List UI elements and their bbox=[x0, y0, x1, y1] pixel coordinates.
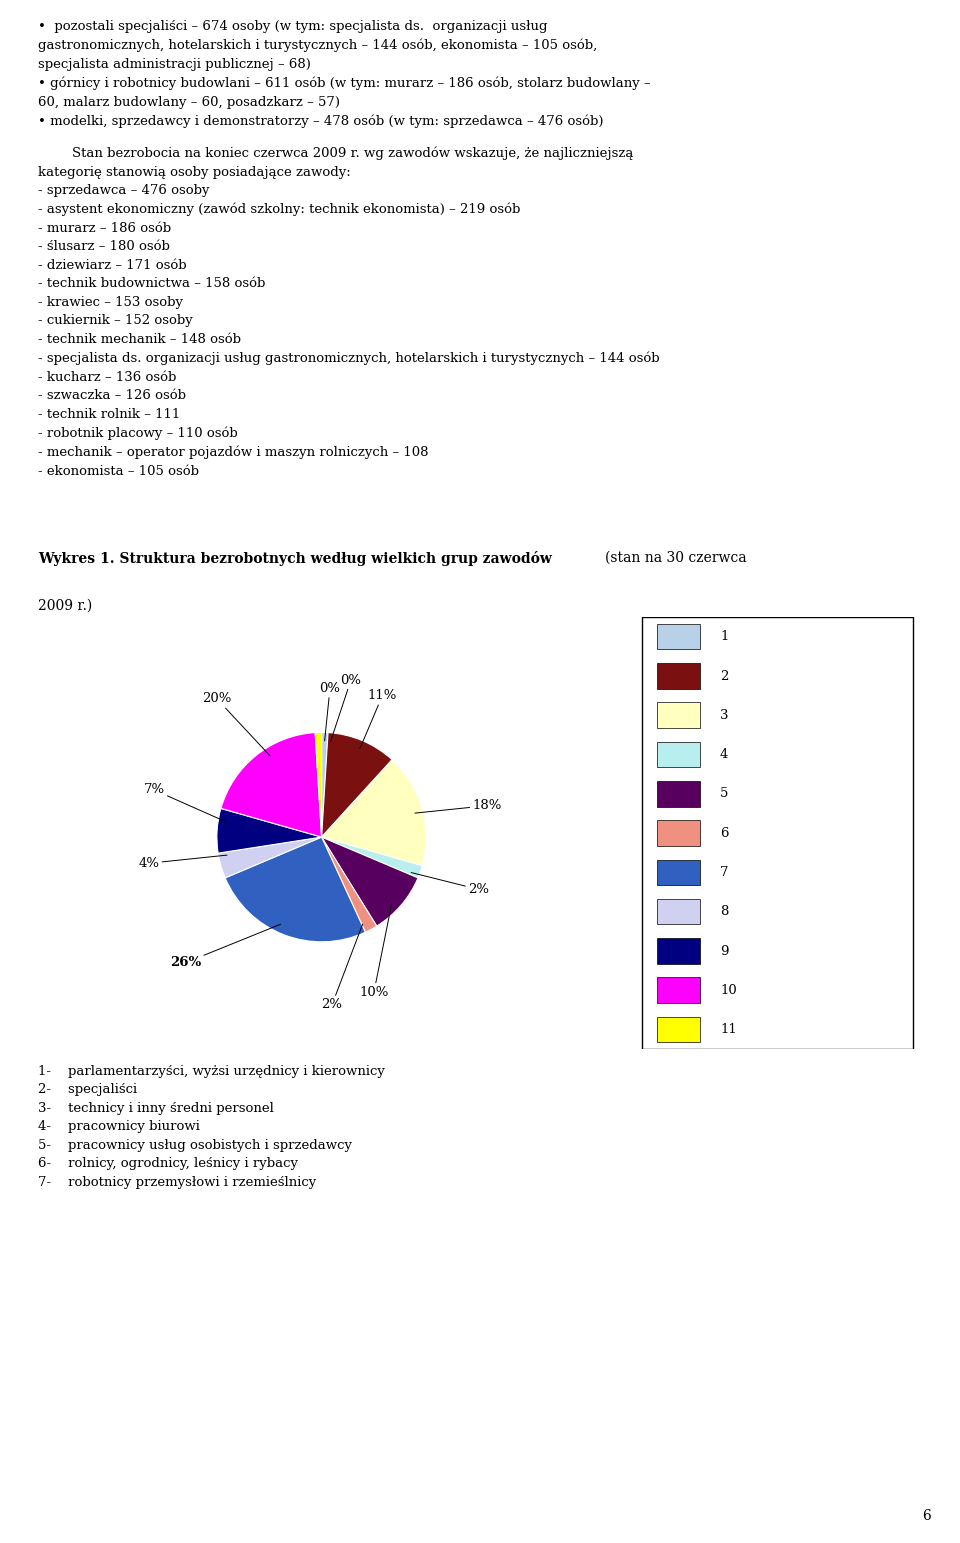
Text: 2%: 2% bbox=[411, 872, 490, 896]
Text: 18%: 18% bbox=[415, 799, 502, 813]
Text: 1-    parlamentarzyści, wyżsi urzędnicy i kierownicy
2-    specjaliści
3-    tec: 1- parlamentarzyści, wyżsi urzędnicy i k… bbox=[38, 1065, 385, 1188]
Text: 9: 9 bbox=[720, 944, 729, 958]
Text: 0%: 0% bbox=[320, 682, 341, 741]
Text: 6: 6 bbox=[720, 827, 729, 839]
Wedge shape bbox=[221, 733, 322, 836]
Text: Wykres 1. Struktura bezrobotnych według wielkich grup zawodów: Wykres 1. Struktura bezrobotnych według … bbox=[38, 551, 552, 566]
Wedge shape bbox=[322, 759, 426, 866]
Bar bbox=[657, 900, 700, 924]
Bar bbox=[657, 623, 700, 650]
Text: 10%: 10% bbox=[359, 903, 392, 998]
Wedge shape bbox=[218, 836, 322, 878]
Text: 0%: 0% bbox=[330, 674, 361, 741]
Text: 7: 7 bbox=[720, 866, 729, 880]
Text: 26%: 26% bbox=[170, 924, 280, 969]
Bar bbox=[657, 663, 700, 688]
Text: 8: 8 bbox=[720, 906, 729, 918]
Bar bbox=[657, 742, 700, 767]
Text: •  pozostali specjaliści – 674 osoby (w tym: specjalista ds.  organizacji usług
: • pozostali specjaliści – 674 osoby (w t… bbox=[38, 20, 651, 128]
Wedge shape bbox=[322, 836, 418, 926]
Bar bbox=[657, 781, 700, 807]
Bar bbox=[657, 702, 700, 728]
Text: 7%: 7% bbox=[143, 784, 227, 822]
Text: 2%: 2% bbox=[322, 924, 363, 1011]
Text: 11%: 11% bbox=[360, 690, 397, 748]
Text: 11: 11 bbox=[720, 1023, 736, 1035]
Text: 4: 4 bbox=[720, 748, 729, 761]
Bar bbox=[657, 977, 700, 1003]
Text: Stan bezrobocia na koniec czerwca 2009 r. wg zawodów wskazuje, że najliczniejszą: Stan bezrobocia na koniec czerwca 2009 r… bbox=[38, 147, 660, 478]
Wedge shape bbox=[322, 836, 376, 932]
Bar bbox=[657, 938, 700, 964]
Text: 1: 1 bbox=[720, 631, 729, 643]
Wedge shape bbox=[217, 809, 322, 853]
Bar bbox=[657, 1017, 700, 1042]
Text: 2: 2 bbox=[720, 670, 729, 682]
Text: 5: 5 bbox=[720, 787, 729, 801]
Text: 3: 3 bbox=[720, 708, 729, 722]
Text: 10: 10 bbox=[720, 984, 736, 997]
Bar bbox=[657, 821, 700, 846]
Text: (stan na 30 czerwca: (stan na 30 czerwca bbox=[606, 551, 747, 565]
Bar bbox=[657, 859, 700, 886]
Text: 2009 r.): 2009 r.) bbox=[38, 599, 93, 613]
Wedge shape bbox=[322, 733, 328, 836]
Text: 4%: 4% bbox=[138, 855, 227, 870]
Wedge shape bbox=[322, 836, 422, 878]
Wedge shape bbox=[226, 836, 366, 941]
Wedge shape bbox=[322, 733, 392, 836]
Wedge shape bbox=[315, 733, 322, 836]
Text: 20%: 20% bbox=[203, 693, 270, 756]
Text: 6: 6 bbox=[923, 1509, 931, 1523]
